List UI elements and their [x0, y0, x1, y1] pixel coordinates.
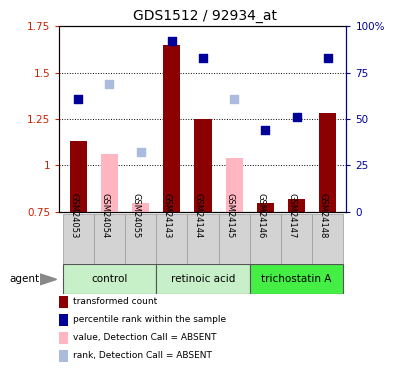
Point — [199, 55, 206, 61]
Text: GSM24054: GSM24054 — [100, 193, 109, 238]
Text: percentile rank within the sample: percentile rank within the sample — [72, 315, 225, 324]
Text: GDS1512 / 92934_at: GDS1512 / 92934_at — [133, 9, 276, 23]
Bar — [125, 214, 156, 264]
Text: GSM24146: GSM24146 — [256, 193, 265, 238]
Bar — [256, 202, 273, 212]
Text: control: control — [91, 274, 127, 284]
Point — [230, 96, 237, 102]
Point — [292, 114, 299, 120]
Bar — [280, 214, 311, 264]
Text: transformed count: transformed count — [72, 297, 156, 306]
Bar — [156, 264, 249, 294]
Bar — [287, 199, 304, 212]
Point — [261, 127, 268, 133]
Bar — [194, 119, 211, 212]
Point — [137, 150, 144, 156]
Bar — [94, 214, 125, 264]
Bar — [311, 214, 342, 264]
Point — [324, 55, 330, 61]
Text: agent: agent — [9, 274, 39, 284]
Point — [168, 38, 175, 44]
Text: GSM24143: GSM24143 — [162, 193, 171, 238]
Text: GSM24145: GSM24145 — [225, 193, 234, 238]
Point — [106, 81, 112, 87]
Point — [75, 96, 81, 102]
Bar — [101, 154, 118, 212]
Bar — [63, 264, 156, 294]
Bar — [249, 264, 342, 294]
Text: trichostatin A: trichostatin A — [261, 274, 331, 284]
Bar — [318, 114, 335, 212]
Text: value, Detection Call = ABSENT: value, Detection Call = ABSENT — [72, 333, 216, 342]
Polygon shape — [40, 274, 56, 285]
Bar — [225, 158, 242, 212]
Bar — [156, 214, 187, 264]
Bar — [218, 214, 249, 264]
Text: GSM24055: GSM24055 — [131, 193, 140, 238]
Bar — [132, 202, 149, 212]
Text: GSM24147: GSM24147 — [287, 193, 296, 238]
Text: retinoic acid: retinoic acid — [170, 274, 235, 284]
Bar — [249, 214, 280, 264]
Text: GSM24148: GSM24148 — [318, 193, 327, 238]
Bar — [163, 45, 180, 212]
Text: GSM24053: GSM24053 — [69, 193, 78, 238]
Text: GSM24144: GSM24144 — [193, 193, 202, 238]
Bar — [63, 214, 94, 264]
Text: rank, Detection Call = ABSENT: rank, Detection Call = ABSENT — [72, 351, 211, 360]
Bar — [187, 214, 218, 264]
Bar — [70, 141, 87, 212]
